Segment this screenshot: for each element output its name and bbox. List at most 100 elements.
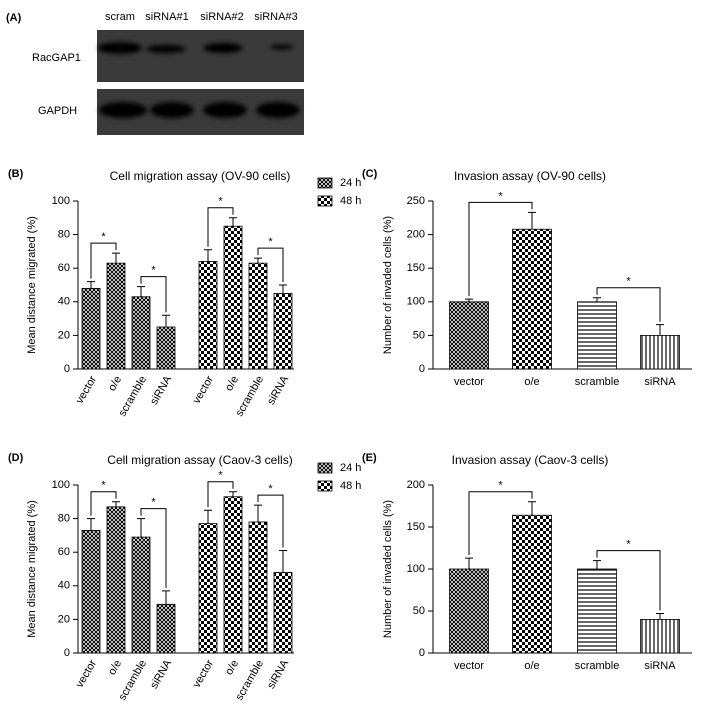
significance-label: *: [626, 539, 631, 551]
error-bar: [279, 284, 287, 294]
significance-label: *: [498, 480, 503, 492]
legend-label: 48 h: [340, 480, 361, 492]
bar: [106, 262, 126, 370]
bands: [98, 42, 300, 118]
significance-bracket: [596, 287, 661, 322]
significance-label: *: [101, 480, 106, 492]
x-tick-label: siRNA: [148, 373, 174, 407]
x-tick-label: o/e: [106, 658, 124, 677]
x-tick-label: o/e: [106, 374, 124, 393]
error-bar: [254, 504, 262, 522]
y-tick-label: 200: [407, 229, 425, 241]
y-tick-label: 50: [413, 605, 425, 617]
error-bar: [593, 560, 601, 569]
y-tick-label: 60: [58, 262, 70, 274]
error-bar: [254, 257, 262, 264]
row-label: GAPDH: [38, 105, 77, 117]
error-bar: [229, 491, 237, 497]
y-axis-label: Mean distance migrated (%): [26, 500, 38, 638]
x-tick-label: o/e: [223, 374, 241, 393]
y-tick-label: 80: [58, 229, 70, 241]
error-bar: [593, 297, 601, 302]
significance-label: *: [218, 470, 223, 482]
bar: [156, 326, 176, 370]
significance-bracket: [596, 550, 661, 611]
bar: [156, 603, 176, 654]
legend-label: 48 h: [340, 195, 361, 207]
bar: [640, 334, 680, 370]
y-tick-label: 20: [58, 613, 70, 625]
y-tick-label: 0: [419, 363, 425, 375]
significance-bracket: [468, 201, 533, 297]
significance-label: *: [498, 190, 503, 202]
error-bar: [87, 281, 95, 289]
bar: [640, 619, 680, 654]
error-bar: [204, 249, 212, 262]
error-bar: [229, 217, 237, 227]
x-tick-label: siRNA: [644, 376, 676, 388]
significance-bracket: [90, 491, 117, 516]
x-tick-label: scramble: [575, 660, 620, 672]
legend-swatch: [317, 462, 333, 474]
y-tick-label: 150: [407, 262, 425, 274]
y-tick-label: 150: [407, 521, 425, 533]
error-bar: [656, 324, 664, 336]
bar: [106, 506, 126, 654]
significance-bracket: [140, 508, 167, 588]
legend-swatch: [317, 177, 333, 189]
bar: [223, 225, 243, 370]
bar: [131, 296, 151, 370]
x-tick-label: siRNA: [148, 657, 174, 691]
x-tick-label: scramble: [575, 376, 620, 388]
bar: [449, 568, 489, 654]
error-bar: [465, 298, 473, 302]
significance-bracket: [257, 247, 284, 282]
significance-bracket: [207, 207, 234, 247]
error-bar: [87, 518, 95, 531]
error-bar: [204, 509, 212, 524]
error-bar: [465, 557, 473, 569]
significance-label: *: [151, 497, 156, 509]
lane-label: siRNA#1: [145, 11, 188, 23]
x-tick-label: vector: [74, 374, 100, 406]
y-tick-label: 100: [407, 563, 425, 575]
bar: [512, 514, 552, 654]
bar: [81, 529, 101, 654]
significance-bracket: [140, 276, 167, 313]
y-tick-label: 250: [407, 195, 425, 207]
x-tick-label: vector: [454, 660, 484, 672]
bar: [577, 568, 617, 654]
significance-label: *: [268, 483, 273, 495]
x-tick-label: o/e: [524, 376, 539, 388]
error-bar: [279, 550, 287, 573]
x-tick-label: o/e: [524, 660, 539, 672]
bar: [223, 496, 243, 654]
error-bar: [528, 211, 536, 230]
chart-title: Invasion assay (Caov-3 cells): [452, 453, 609, 467]
blot-image: [97, 30, 304, 82]
y-tick-label: 0: [64, 647, 70, 659]
y-tick-label: 40: [58, 296, 70, 308]
error-bar: [162, 590, 170, 605]
panel-label: (C): [362, 168, 378, 180]
bar: [248, 262, 268, 370]
x-tick-label: siRNA: [265, 657, 291, 691]
y-tick-label: 40: [58, 580, 70, 592]
error-bar: [137, 518, 145, 538]
y-tick-label: 50: [413, 329, 425, 341]
x-tick-label: vector: [74, 658, 100, 690]
legend-swatch: [317, 195, 333, 207]
y-tick-label: 100: [407, 296, 425, 308]
error-bar: [162, 314, 170, 327]
lane-label: scram: [105, 11, 135, 23]
bar: [81, 287, 101, 370]
error-bar: [112, 252, 120, 264]
y-tick-label: 80: [58, 513, 70, 525]
bar: [449, 301, 489, 370]
x-tick-label: siRNA: [644, 660, 676, 672]
x-tick-label: vector: [191, 374, 217, 406]
y-tick-label: 200: [407, 479, 425, 491]
bar: [273, 571, 293, 654]
chart-title: Cell migration assay (Caov-3 cells): [107, 453, 292, 467]
